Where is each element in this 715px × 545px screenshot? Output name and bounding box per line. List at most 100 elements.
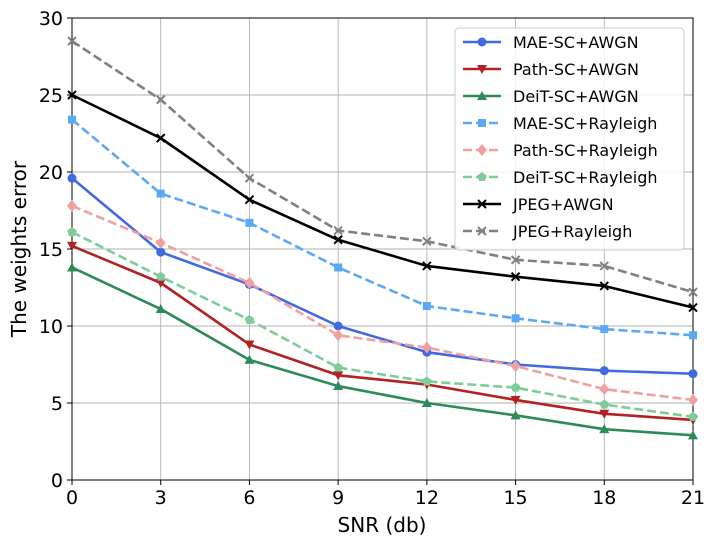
data-point	[599, 383, 610, 396]
data-point	[599, 281, 609, 291]
series-line	[71, 177, 694, 376]
data-point	[510, 382, 521, 392]
x-tick-label: 6	[243, 487, 255, 509]
data-point	[67, 36, 77, 46]
legend-item: DeiT-SC+AWGN	[463, 87, 639, 106]
data-point	[244, 354, 255, 364]
data-point	[244, 340, 255, 350]
data-point	[599, 409, 610, 419]
data-point	[688, 302, 698, 313]
y-tick-label: 5	[51, 393, 63, 415]
data-point	[68, 115, 76, 124]
legend-label: DeiT-SC+AWGN	[513, 87, 639, 106]
legend-box	[454, 27, 685, 251]
series-JPEG+Rayleigh	[67, 36, 698, 297]
legend-label: Path-SC+Rayleigh	[513, 141, 658, 160]
legend-marker	[477, 144, 487, 156]
y-tick-label: 25	[39, 85, 63, 107]
data-point	[244, 173, 255, 183]
legend-marker	[477, 226, 487, 236]
x-tick-label: 12	[415, 487, 439, 509]
data-point	[688, 411, 698, 421]
data-point	[333, 225, 343, 236]
series-MAE-SC+Rayleigh	[68, 115, 697, 340]
data-point	[510, 272, 521, 282]
series-line	[71, 93, 694, 309]
legend-marker	[477, 172, 487, 182]
data-point	[422, 376, 432, 386]
data-point	[599, 261, 609, 271]
data-point	[156, 133, 166, 143]
data-point	[600, 325, 609, 334]
data-point	[510, 395, 521, 405]
data-point	[422, 261, 432, 271]
data-point	[333, 235, 343, 245]
data-point	[421, 398, 432, 407]
legend-label: JPEG+AWGN	[512, 195, 614, 214]
data-point	[244, 195, 255, 205]
x-tick-label: 21	[681, 487, 705, 509]
legend-item: Path-SC+Rayleigh	[463, 141, 658, 160]
data-point	[155, 278, 166, 288]
data-point	[421, 341, 432, 354]
data-point	[688, 393, 698, 406]
data-point	[688, 369, 698, 379]
data-point	[510, 410, 521, 420]
data-point	[599, 366, 609, 376]
y-tick-label: 10	[39, 316, 63, 338]
legend-item: MAE-SC+Rayleigh	[463, 114, 657, 133]
series-line	[71, 204, 694, 402]
data-point	[688, 430, 698, 440]
data-point	[156, 189, 165, 198]
legend-item: JPEG+Rayleigh	[463, 222, 632, 241]
axis-ticks: 0 3 6 9 12 15 18 21 0 5 10 15 20 25 30	[39, 8, 705, 509]
data-point	[67, 227, 77, 237]
data-point	[244, 276, 255, 289]
data-point	[156, 247, 166, 257]
legend-item: DeiT-SC+Rayleigh	[463, 168, 658, 187]
series-line	[71, 266, 694, 437]
x-tick-label: 0	[66, 487, 78, 509]
legend-item: MAE-SC+AWGN	[463, 33, 639, 52]
legend-marker	[477, 65, 487, 74]
legend-marker	[477, 199, 487, 209]
data-point	[156, 94, 166, 105]
legend-label: JPEG+Rayleigh	[512, 222, 632, 241]
series-line	[71, 118, 694, 337]
data-point	[67, 262, 77, 272]
y-tick-label: 15	[39, 239, 63, 261]
data-point	[599, 399, 610, 409]
series-JPEG+AWGN	[67, 90, 698, 313]
data-point	[67, 173, 77, 183]
x-tick-label: 15	[503, 487, 527, 509]
data-point	[333, 329, 344, 342]
data-point	[244, 314, 255, 324]
series-line	[71, 40, 694, 294]
series-line	[71, 230, 694, 419]
x-tick-label: 9	[332, 487, 344, 509]
series-Path-SC+AWGN	[67, 241, 698, 425]
series-DeiT-SC+Rayleigh	[67, 227, 698, 421]
legend-label: MAE-SC+Rayleigh	[513, 114, 657, 133]
legend-item: JPEG+AWGN	[463, 195, 614, 214]
y-tick-label: 0	[51, 470, 63, 492]
data-point	[422, 236, 432, 247]
data-point	[333, 362, 343, 372]
legend: MAE-SC+AWGN Path-SC+AWGN DeiT-SC+AWGN MAE-S…	[454, 27, 685, 251]
data-point	[688, 287, 698, 297]
y-tick-label: 20	[39, 162, 63, 184]
data-point	[67, 199, 77, 212]
data-point	[155, 304, 166, 314]
data-point	[510, 255, 521, 265]
data-point	[334, 263, 343, 272]
series-Path-SC+Rayleigh	[67, 199, 698, 406]
y-tick-label: 30	[39, 8, 63, 30]
x-tick-label: 3	[155, 487, 167, 509]
data-point	[689, 331, 697, 340]
data-point	[422, 301, 431, 310]
legend-item: Path-SC+AWGN	[463, 60, 639, 79]
legend-marker	[477, 91, 487, 100]
y-axis-label: The weights error	[7, 160, 31, 338]
data-point	[333, 321, 343, 331]
data-point	[333, 371, 344, 381]
